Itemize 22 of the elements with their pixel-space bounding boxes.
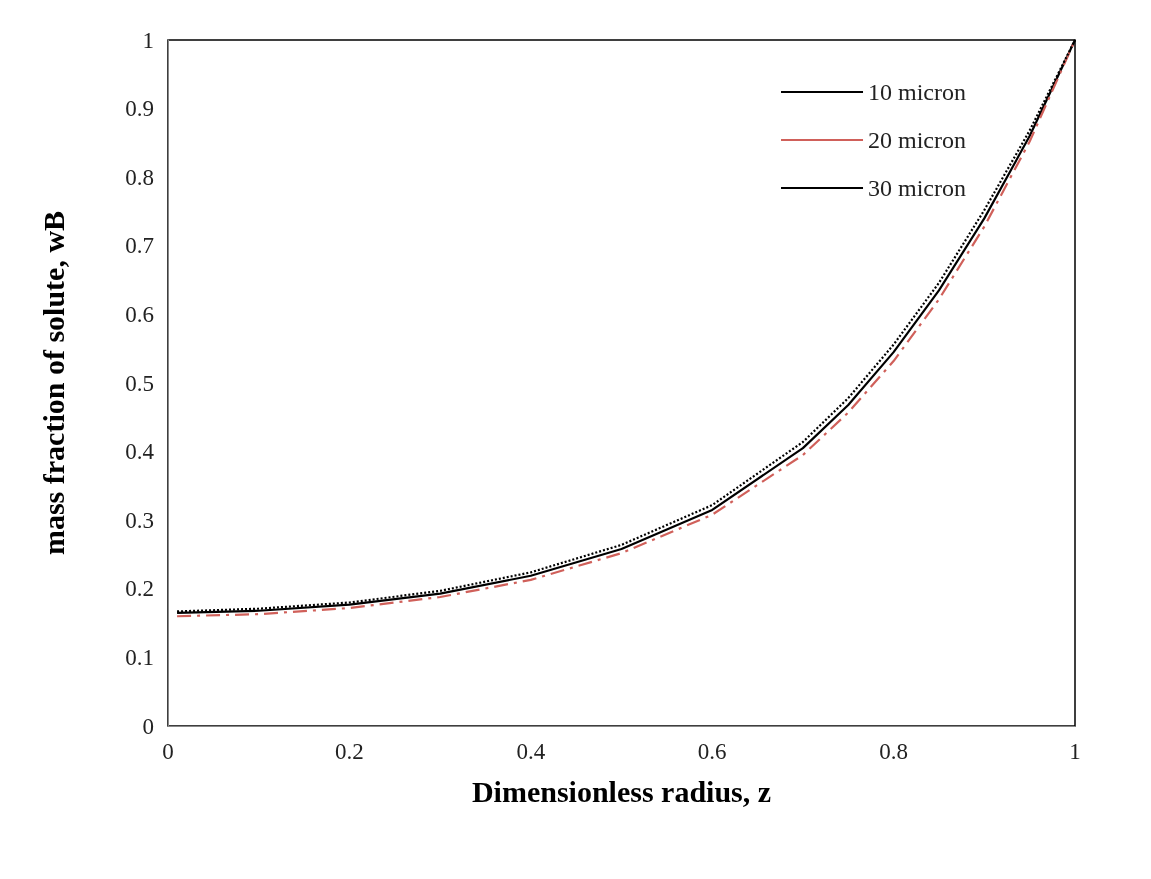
y-tick-label: 1 xyxy=(142,27,154,53)
x-tick-label: 0.4 xyxy=(516,739,546,764)
legend-label: 10 micron xyxy=(868,79,966,105)
y-tick-label: 0.9 xyxy=(125,96,154,122)
x-tick-label: 1 xyxy=(1069,739,1081,764)
y-axis-title: mass fraction of solute, wB xyxy=(36,210,70,556)
y-tick-label: 0.7 xyxy=(125,233,154,259)
legend-label: 20 micron xyxy=(868,127,966,153)
y-tick-label: 0.8 xyxy=(125,164,154,190)
y-tick-label: 0.4 xyxy=(125,439,155,465)
x-tick-label: 0.2 xyxy=(335,739,364,764)
x-tick-label: 0.6 xyxy=(697,739,727,764)
legend-label: 30 micron xyxy=(868,175,966,201)
x-axis-title: Dimensionless radius, z xyxy=(471,774,772,808)
y-tick-label: 0.1 xyxy=(125,644,154,670)
y-tick-label: 0.3 xyxy=(125,507,154,533)
y-tick-label: 0.6 xyxy=(125,301,154,327)
y-tick-label: 0.5 xyxy=(125,370,154,396)
y-tick-label: 0 xyxy=(142,713,154,739)
x-tick-label: 0.8 xyxy=(879,739,908,764)
x-tick-label: 0 xyxy=(162,739,174,764)
y-tick-label: 0.2 xyxy=(125,576,154,602)
